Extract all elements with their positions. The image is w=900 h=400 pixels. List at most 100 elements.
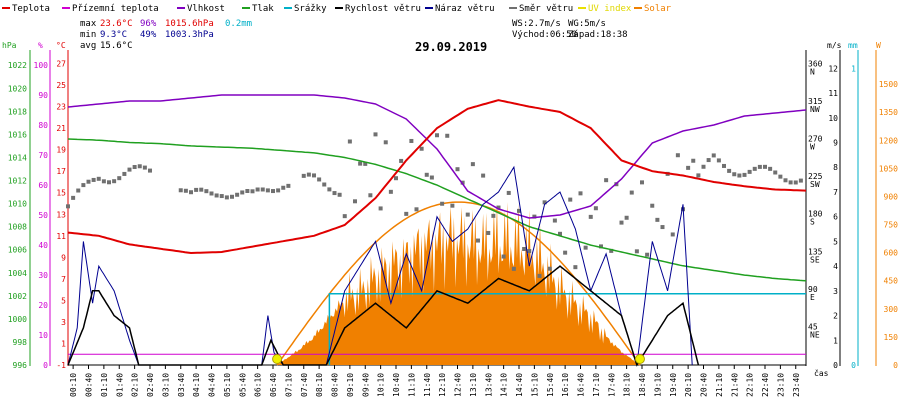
wind-direction-point	[588, 214, 593, 219]
wind-direction-point	[435, 133, 439, 138]
pressure-tick-label: 1016	[8, 130, 27, 139]
wind-direction-point	[476, 238, 480, 243]
time-tick-label: 04:40	[208, 373, 217, 397]
temperature-tick-label: 25	[56, 81, 66, 90]
direction-compass-label: SW	[810, 180, 820, 189]
wind-direction-point	[727, 168, 732, 173]
wind-direction-point	[86, 179, 91, 184]
temperature-tick-label: 7	[61, 275, 66, 284]
direction-compass-label: W	[810, 143, 815, 152]
wind-direction-point	[481, 173, 486, 178]
direction-tick-label: 180	[808, 210, 823, 219]
wind-direction-point	[260, 187, 265, 192]
pressure-tick-label: 1006	[8, 246, 27, 255]
time-axis-ticks: 00:10 00:40 01:10 01:40 02:10 02:40 03:10 03:40…	[69, 365, 801, 397]
wind-direction-point	[722, 163, 726, 168]
time-tick-label: 13:10	[469, 373, 478, 397]
wind-direction-point	[675, 153, 680, 158]
temperature-tick-label: 19	[56, 146, 66, 155]
time-tick-label: 17:40	[607, 373, 616, 397]
wind-direction-point	[629, 190, 634, 195]
temperature-tick-label: 9	[61, 253, 66, 262]
humidity-tick-label: 70	[38, 151, 48, 160]
solar-tick-label: 1350	[879, 108, 898, 117]
left-axis-ticks: 1022102010181016101410121010100810061004…	[8, 60, 66, 370]
wind-direction-point	[706, 158, 711, 163]
wind-tick-label: 3	[833, 287, 838, 296]
wind-direction-point	[337, 192, 342, 197]
wind-tick-label: 6	[833, 213, 838, 222]
wind-direction-point	[209, 191, 214, 196]
solar-radiation-area	[277, 202, 640, 365]
legend-label-pressure: Tlak	[252, 4, 274, 14]
temperature-tick-label: 23	[56, 103, 66, 112]
wind-tick-label: 4	[833, 262, 838, 271]
wind-direction-point	[737, 173, 742, 178]
time-tick-label: 19:40	[669, 373, 678, 397]
legend: Teplota Přízemní teplota Vlhkost Tlak Sr…	[2, 4, 672, 14]
rain-line	[328, 293, 806, 365]
wind-direction-point	[788, 180, 793, 185]
solar-tick-label: 1500	[879, 80, 898, 89]
wind-direction-point	[527, 249, 532, 254]
wind-direction-point	[358, 161, 363, 166]
time-tick-label: 18:10	[623, 373, 632, 397]
direction-compass-label: NW	[810, 105, 820, 114]
wind-tick-label: 9	[833, 139, 838, 148]
legend-label-solar: Solar	[644, 4, 672, 14]
humidity-tick-label: 80	[38, 121, 48, 130]
direction-tick-label: 225	[808, 172, 823, 181]
humidity-tick-label: 100	[34, 61, 49, 70]
direction-tick-label: 315	[808, 97, 823, 106]
wind-average-speed: WS:2.7m/s	[512, 19, 561, 29]
pressure-tick-label: 1008	[8, 223, 27, 232]
wind-tick-label: 12	[828, 64, 838, 73]
wind-direction-point	[383, 140, 388, 145]
wind-direction-point	[757, 164, 762, 169]
wind-direction-point	[532, 214, 537, 219]
time-tick-label: 21:40	[730, 373, 739, 397]
wind-direction-point	[230, 194, 234, 199]
wind-direction-point	[573, 265, 578, 270]
time-tick-label: 22:10	[746, 373, 755, 397]
humidity-unit: %	[38, 41, 43, 50]
temperature-unit: °C	[56, 41, 66, 50]
humidity-tick-label: 40	[38, 241, 48, 250]
wind-direction-point	[455, 167, 460, 172]
wind-direction-point	[388, 189, 393, 194]
wind-direction-point	[593, 206, 598, 211]
direction-compass-label: NE	[810, 330, 820, 339]
wind-direction-point	[619, 220, 624, 225]
time-tick-label: 14:10	[500, 373, 509, 397]
pressure-tick-label: 1020	[8, 84, 27, 93]
time-tick-label: 02:10	[131, 373, 140, 397]
time-tick-label: 03:40	[177, 373, 186, 397]
temperature-tick-label: 1	[61, 339, 66, 348]
wind-direction-point	[137, 164, 142, 169]
humidity-tick-label: 30	[38, 271, 48, 280]
time-tick-label: 02:40	[146, 373, 155, 397]
wind-direction-point	[281, 185, 286, 190]
direction-tick-label: 135	[808, 247, 823, 256]
wind-direction-point	[368, 193, 373, 198]
wind-direction-point	[419, 146, 424, 151]
rain-tick-label: 0	[851, 361, 856, 370]
wind-direction-point	[317, 177, 322, 182]
wind-direction-point	[219, 194, 224, 199]
direction-tick-label: 90	[808, 285, 818, 294]
wind-direction-point	[599, 244, 603, 249]
legend-label-rain: Srážky	[294, 4, 327, 14]
pressure-tick-label: 1014	[8, 153, 27, 162]
time-tick-label: 11:40	[423, 373, 432, 397]
solar-tick-label: 750	[884, 221, 899, 230]
wind-tick-label: 11	[828, 89, 838, 98]
sunrise-time: Východ:06:50	[512, 30, 577, 40]
pressure-tick-label: 1022	[8, 61, 27, 70]
wind-direction-point	[604, 178, 609, 183]
wind-direction-point	[306, 172, 311, 177]
wind-direction-point	[670, 232, 675, 237]
wind-direction-point	[342, 214, 347, 219]
wind-direction-point	[66, 204, 70, 209]
wind-direction-point	[332, 191, 337, 196]
